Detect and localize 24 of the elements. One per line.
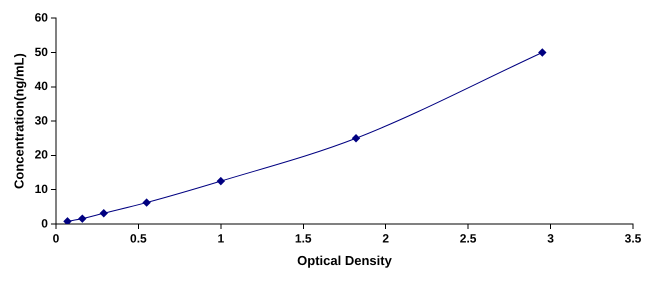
- y-tick-label: 40: [34, 79, 48, 94]
- y-tick-label: 30: [34, 113, 48, 128]
- x-tick-label: 0: [52, 232, 60, 246]
- y-tick-label: 10: [34, 182, 48, 196]
- x-axis-title: Optical Density: [297, 252, 393, 268]
- point: [216, 177, 225, 186]
- point: [142, 198, 151, 207]
- point: [352, 134, 360, 142]
- x-tick-label: 1: [217, 232, 224, 246]
- y-axis-title: Concentration(ng/mL): [11, 53, 26, 189]
- y-tick-label: 0: [41, 216, 48, 230]
- x-tick-label: 2.5: [460, 232, 477, 246]
- x-tick-label: 0.5: [130, 232, 148, 246]
- point: [100, 209, 108, 218]
- point: [78, 214, 86, 223]
- y-tick-label: 50: [34, 44, 48, 59]
- point: [538, 48, 546, 56]
- x-tick-label: 1.5: [294, 232, 312, 246]
- y-tick-label: 60: [34, 10, 48, 25]
- x-tick-label: 3.5: [624, 232, 642, 246]
- point: [63, 217, 72, 224]
- x-tick-label: 3: [547, 232, 554, 246]
- y-tick-label: 20: [34, 148, 48, 162]
- x-tick-label: 2: [382, 232, 390, 246]
